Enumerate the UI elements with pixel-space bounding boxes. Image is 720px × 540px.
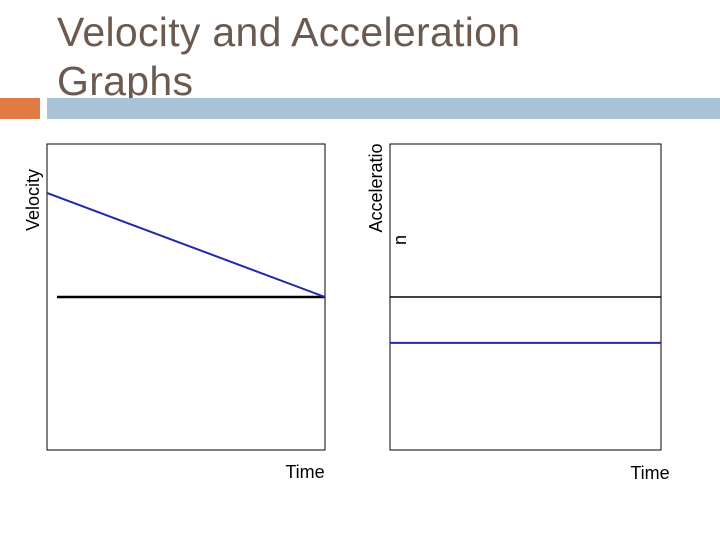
- title-accent-bar-right: [47, 98, 720, 119]
- velocity-series-line: [46, 192, 326, 298]
- title-accent-bar-left: [0, 98, 40, 119]
- slide-title: Velocity and Acceleration Graphs: [57, 9, 521, 104]
- acceleration-y-axis-label-line1: Acceleratio: [366, 143, 386, 232]
- velocity-y-axis-label: Velocity: [23, 169, 43, 231]
- velocity-chart: Velocity Time: [23, 143, 326, 482]
- acceleration-y-axis-label-line2: n: [390, 235, 410, 245]
- acceleration-chart: Acceleratio n Time: [366, 143, 670, 483]
- acceleration-x-axis-label: Time: [630, 463, 669, 483]
- velocity-x-axis-label: Time: [285, 462, 324, 482]
